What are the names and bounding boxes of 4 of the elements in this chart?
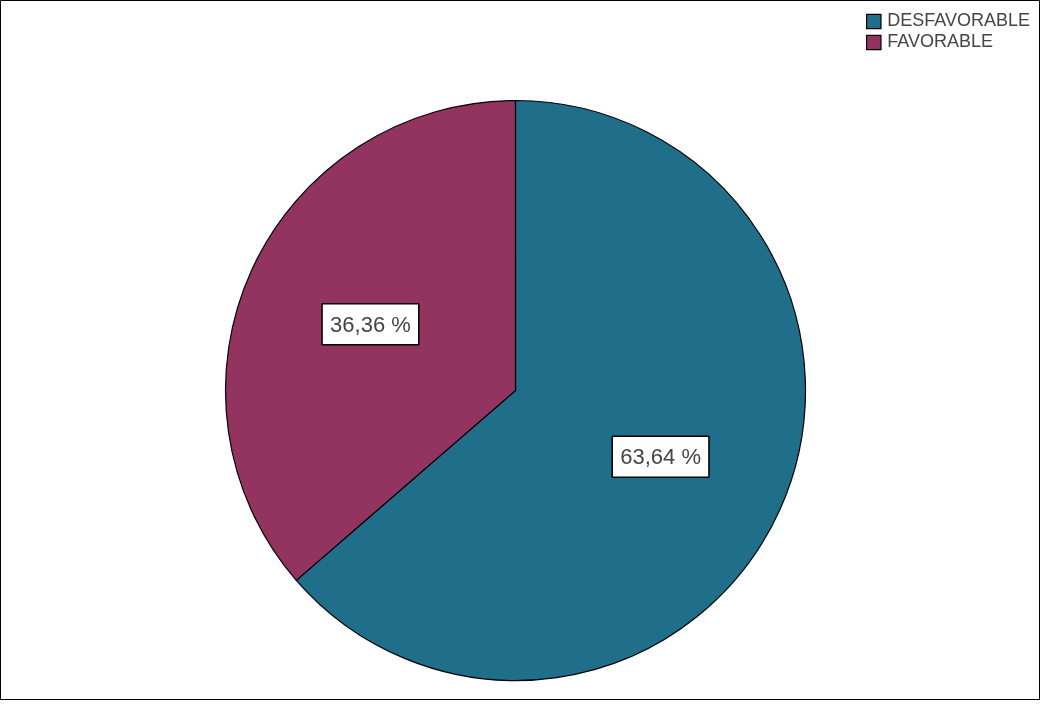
legend-label: DESFAVORABLE <box>887 10 1030 31</box>
data-label: 63,64 % <box>620 444 701 470</box>
data-label: 36,36 % <box>330 311 411 337</box>
legend-label: FAVORABLE <box>887 31 993 52</box>
